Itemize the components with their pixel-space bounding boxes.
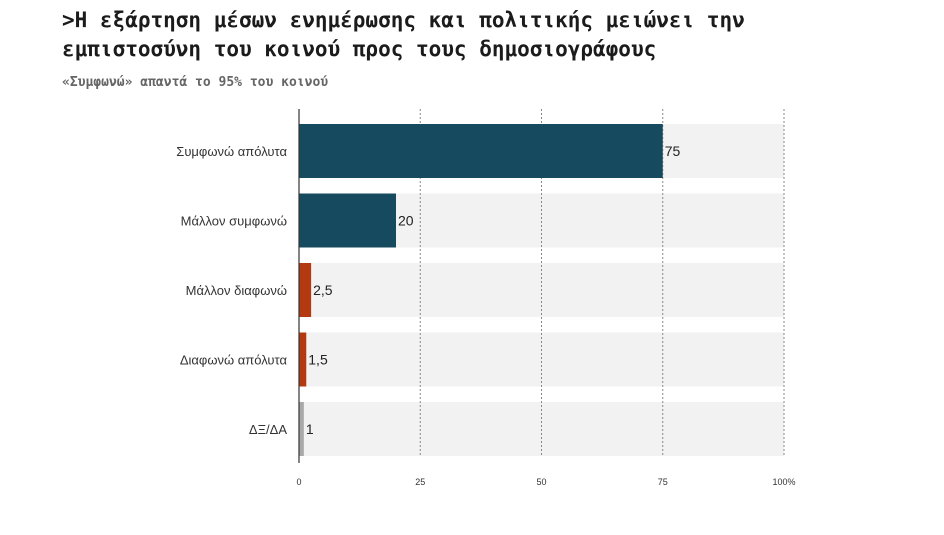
category-label: Μάλλον διαφωνώ bbox=[186, 283, 287, 298]
x-tick-label: 0 bbox=[296, 477, 301, 487]
value-label: 2,5 bbox=[313, 282, 333, 298]
x-tick-label: 50 bbox=[536, 477, 546, 487]
category-label: Διαφωνώ απόλυτα bbox=[180, 353, 288, 368]
category-label: Συμφωνώ απόλυτα bbox=[176, 144, 287, 159]
bar bbox=[299, 263, 312, 317]
bar bbox=[299, 124, 663, 178]
x-tick-label: 75 bbox=[658, 477, 668, 487]
bar bbox=[299, 402, 304, 456]
chart-subtitle: «Συμφωνώ» απαντά το 95% του κοινού bbox=[62, 75, 329, 90]
value-label: 20 bbox=[398, 213, 414, 229]
category-label: Μάλλον συμφωνώ bbox=[181, 214, 287, 229]
chart-title: >Η εξάρτηση μέσων ενημέρωσης και πολιτικ… bbox=[62, 8, 745, 61]
bar bbox=[299, 332, 307, 387]
x-tick-label: 100% bbox=[772, 477, 795, 487]
value-label: 1,5 bbox=[308, 352, 328, 368]
value-label: 1 bbox=[306, 421, 314, 437]
category-label: ΔΞ/ΔΑ bbox=[249, 422, 287, 437]
value-label: 75 bbox=[665, 143, 681, 159]
x-tick-label: 25 bbox=[415, 477, 425, 487]
bar bbox=[299, 193, 396, 248]
